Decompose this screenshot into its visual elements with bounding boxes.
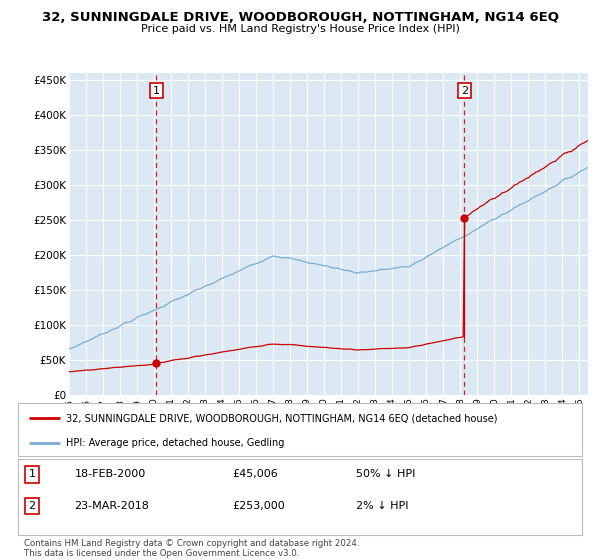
Text: £253,000: £253,000 bbox=[232, 501, 285, 511]
Text: Contains HM Land Registry data © Crown copyright and database right 2024.
This d: Contains HM Land Registry data © Crown c… bbox=[24, 539, 359, 558]
Text: 2: 2 bbox=[461, 86, 468, 96]
Text: HPI: Average price, detached house, Gedling: HPI: Average price, detached house, Gedl… bbox=[66, 438, 284, 448]
Text: 32, SUNNINGDALE DRIVE, WOODBOROUGH, NOTTINGHAM, NG14 6EQ: 32, SUNNINGDALE DRIVE, WOODBOROUGH, NOTT… bbox=[41, 11, 559, 24]
Text: 2: 2 bbox=[29, 501, 35, 511]
Text: 23-MAR-2018: 23-MAR-2018 bbox=[74, 501, 149, 511]
Text: Price paid vs. HM Land Registry's House Price Index (HPI): Price paid vs. HM Land Registry's House … bbox=[140, 24, 460, 34]
Text: 1: 1 bbox=[29, 469, 35, 479]
Text: 32, SUNNINGDALE DRIVE, WOODBOROUGH, NOTTINGHAM, NG14 6EQ (detached house): 32, SUNNINGDALE DRIVE, WOODBOROUGH, NOTT… bbox=[66, 413, 497, 423]
Text: 50% ↓ HPI: 50% ↓ HPI bbox=[356, 469, 416, 479]
Text: 18-FEB-2000: 18-FEB-2000 bbox=[74, 469, 146, 479]
Text: £45,006: £45,006 bbox=[232, 469, 278, 479]
Text: 2% ↓ HPI: 2% ↓ HPI bbox=[356, 501, 409, 511]
Text: 1: 1 bbox=[153, 86, 160, 96]
